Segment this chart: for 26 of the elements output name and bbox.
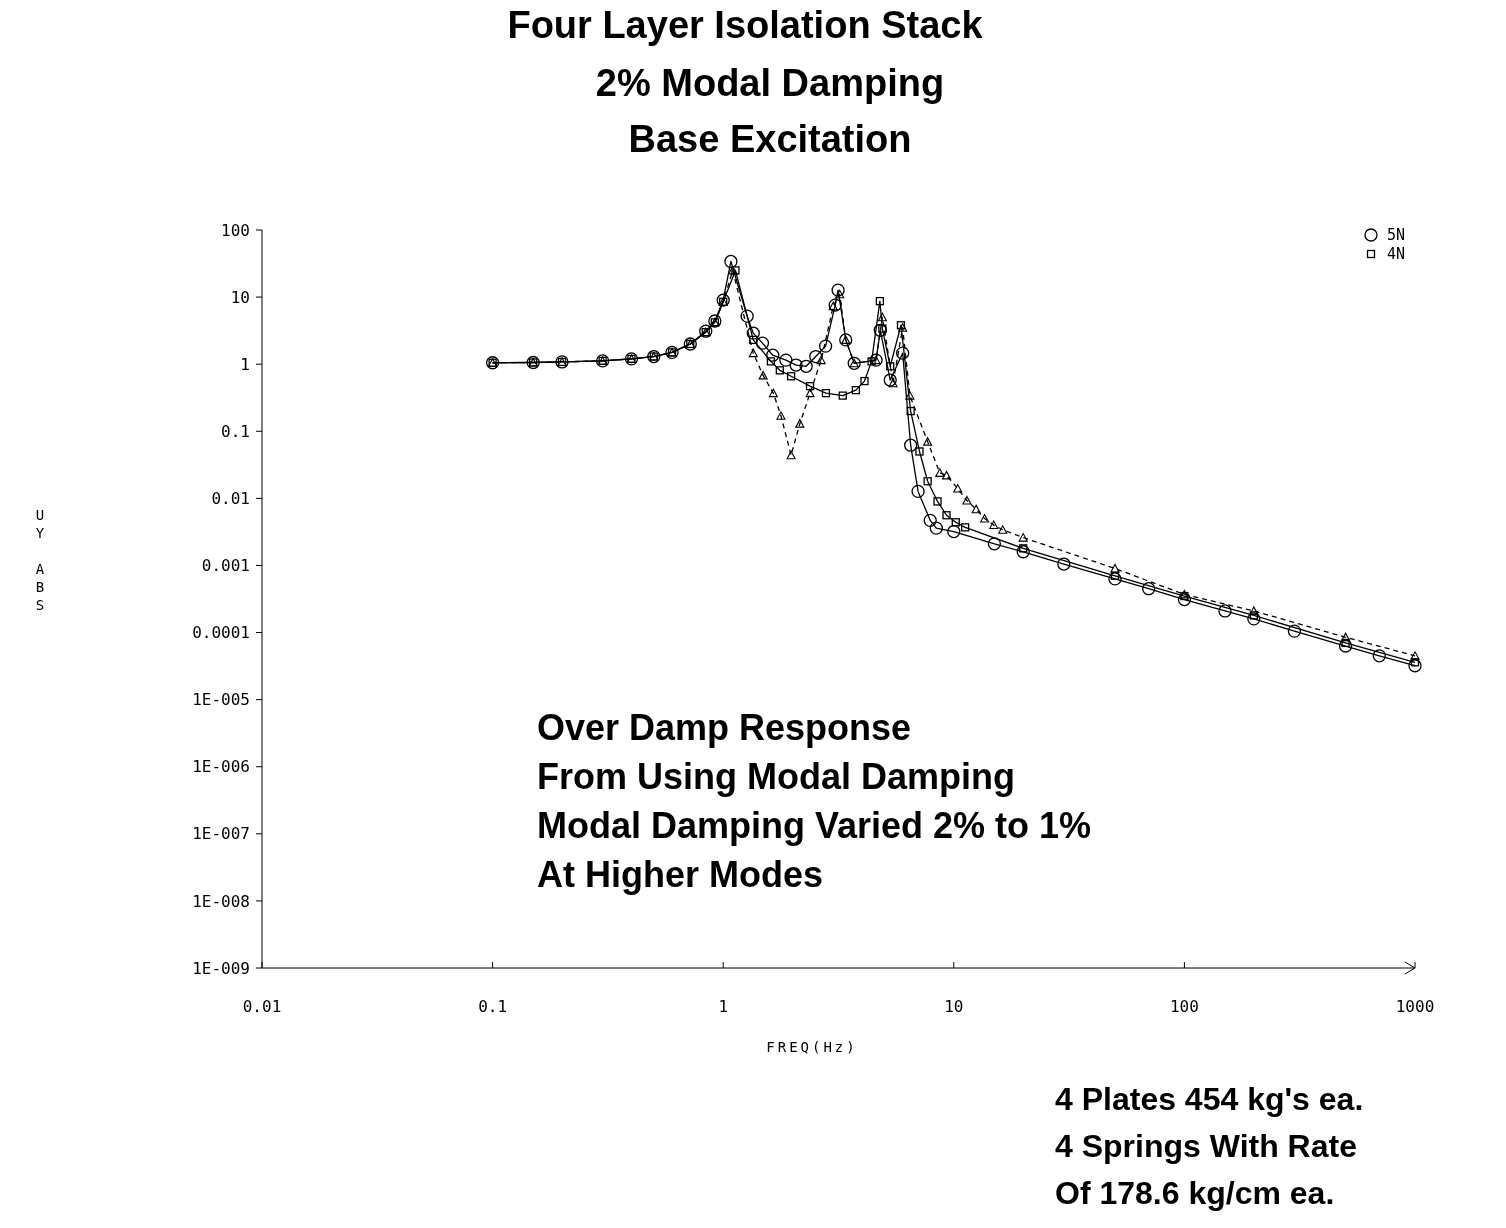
x-tick-label: 0.01 bbox=[242, 997, 282, 1016]
y-tick-label: 0.1 bbox=[221, 421, 250, 441]
text: 4 Plates 454 kg's ea. 4 Springs With Rate Of 178.6 kg/cm ea. bbox=[1055, 1081, 1364, 1211]
y-tick-label: 1E-008 bbox=[192, 891, 250, 911]
x-tick-label: 100 bbox=[1169, 997, 1199, 1016]
x-tick-label: 0.1 bbox=[478, 997, 508, 1016]
x-axis-title: FREQ(Hz) bbox=[766, 1039, 858, 1055]
annotation: Over Damp Response From Using Modal Damping Modal Damping Varied 2% to 1% At Higher Modes bbox=[537, 707, 1092, 895]
legend-label: 5N bbox=[1386, 226, 1405, 244]
legend-label: 4N bbox=[1386, 245, 1405, 263]
y-tick-label: 0.01 bbox=[211, 488, 250, 508]
x-tick-label: 1000 bbox=[1395, 997, 1435, 1016]
y-tick-label: 0.001 bbox=[201, 556, 250, 576]
y-tick-label: 100 bbox=[221, 220, 250, 240]
chart-subtitle: 2% Modal Damping Base Excitation bbox=[595, 62, 945, 160]
y-tick-label: 1E-007 bbox=[192, 824, 250, 844]
chart-title: Four Layer Isolation Stack bbox=[507, 4, 984, 46]
y-tick-label: 1 bbox=[240, 354, 250, 374]
y-tick-label: 1E-009 bbox=[192, 958, 250, 978]
x-tick-label: 1 bbox=[718, 997, 729, 1016]
y-tick-label: 1E-005 bbox=[192, 690, 250, 710]
y-tick-label: 0.0001 bbox=[192, 623, 250, 643]
y-tick-label: 10 bbox=[230, 287, 250, 307]
x-tick-label: 10 bbox=[944, 997, 964, 1016]
text: UY ABS bbox=[35, 507, 45, 613]
y-tick-label: 1E-006 bbox=[192, 757, 250, 777]
